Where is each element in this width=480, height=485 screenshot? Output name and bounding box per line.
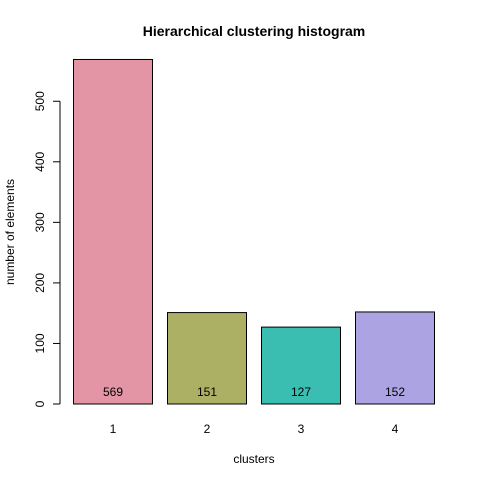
bar-cluster-2 <box>167 312 247 405</box>
x-tick-label: 4 <box>392 422 399 436</box>
chart-title: Hierarchical clustering histogram <box>143 23 366 39</box>
bar-value-label: 127 <box>291 385 311 399</box>
y-tick-label: 300 <box>33 212 47 232</box>
y-tick-label: 500 <box>33 91 47 111</box>
x-axis-label: clusters <box>233 452 274 466</box>
bar-value-label: 152 <box>385 385 405 399</box>
y-tick-label: 400 <box>33 151 47 171</box>
x-axis-ticks: 1 2 3 4 <box>110 422 399 436</box>
bar-cluster-4 <box>355 311 435 405</box>
bar-cluster-3 <box>261 326 341 405</box>
bar-value-label: 569 <box>103 385 123 399</box>
y-axis: 0 100 200 300 400 500 <box>33 91 61 407</box>
bars <box>73 58 435 405</box>
y-tick-label: 200 <box>33 273 47 293</box>
x-tick-label: 3 <box>298 422 305 436</box>
y-tick-label: 100 <box>33 333 47 353</box>
y-tick-label: 0 <box>33 400 47 407</box>
y-axis-label: number of elements <box>3 179 17 285</box>
bar-value-label: 151 <box>197 385 217 399</box>
bar-cluster-1 <box>73 58 153 405</box>
x-tick-label: 1 <box>110 422 117 436</box>
x-tick-label: 2 <box>204 422 211 436</box>
bar-labels: 569 151 127 152 <box>103 385 405 399</box>
